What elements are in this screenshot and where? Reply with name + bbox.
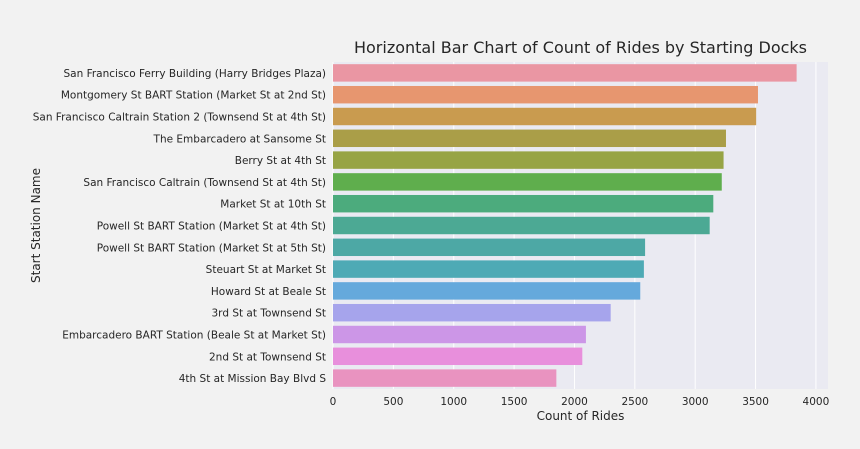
x-tick-label: 0 [330, 396, 337, 408]
category-label: San Francisco Ferry Building (Harry Brid… [63, 68, 326, 80]
category-label: Berry St at 4th St [235, 155, 326, 167]
bar [333, 64, 797, 82]
x-tick-labels: 0 500 1000 1500 2000 2500 3000 3500 4000 [330, 396, 830, 408]
x-axis-title: Count of Rides [537, 409, 625, 423]
bar [333, 347, 583, 366]
x-tick-label: 2000 [561, 396, 588, 408]
bar [333, 85, 758, 104]
bar [333, 369, 557, 387]
chart-title: Horizontal Bar Chart of Count of Rides b… [354, 38, 807, 57]
bar [333, 194, 714, 213]
category-label: Embarcadero BART Station (Beale St at Ma… [62, 330, 326, 342]
x-tick-label: 2500 [621, 396, 648, 408]
category-label: Powell St BART Station (Market St at 4th… [97, 221, 326, 233]
category-label: 3rd St at Townsend St [212, 308, 327, 320]
x-tick-label: 3000 [682, 396, 709, 408]
bar [333, 151, 724, 169]
category-label: San Francisco Caltrain Station 2 (Townse… [33, 112, 326, 124]
x-tick-label: 1500 [501, 396, 528, 408]
category-label: Market St at 10th St [220, 199, 326, 211]
category-label: Powell St BART Station (Market St at 5th… [97, 242, 326, 254]
bar [333, 282, 641, 300]
category-label: Montgomery St BART Station (Market St at… [61, 90, 326, 102]
category-label: 4th St at Mission Bay Blvd S [179, 373, 327, 385]
category-label: The Embarcadero at Sansome St [153, 133, 326, 145]
bar [333, 216, 710, 235]
x-tick-label: 4000 [803, 396, 830, 408]
x-tick-label: 3500 [742, 396, 769, 408]
category-label: Howard St at Beale St [211, 286, 326, 298]
x-tick-label: 1000 [440, 396, 467, 408]
x-tick-label: 500 [383, 396, 403, 408]
category-label: San Francisco Caltrain (Townsend St at 4… [83, 177, 326, 189]
bar [333, 260, 644, 278]
bar [333, 129, 726, 148]
bar [333, 107, 757, 126]
bars [333, 64, 797, 387]
bar [333, 238, 646, 257]
bar [333, 303, 611, 322]
bar [333, 325, 586, 344]
category-label: 2nd St at Townsend St [209, 351, 326, 363]
bar [333, 173, 722, 191]
y-axis-title: Start Station Name [29, 168, 43, 283]
category-labels: San Francisco Ferry Building (Harry Brid… [33, 68, 327, 385]
category-label: Steuart St at Market St [206, 264, 326, 276]
